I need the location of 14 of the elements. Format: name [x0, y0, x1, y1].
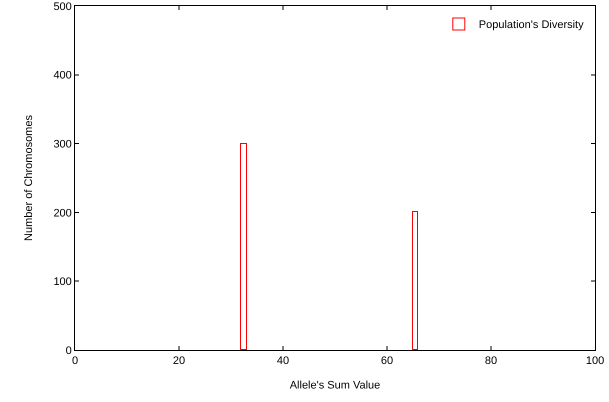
y-tick-label: 500	[53, 0, 72, 13]
y-axis-title: Number of Chromosomes	[23, 114, 36, 241]
x-tick-label: 100	[586, 355, 604, 368]
x-tick-label: 60	[380, 355, 394, 368]
x-axis-title: Allele's Sum Value	[290, 379, 380, 392]
legend-label: Population's Diversity	[478, 19, 584, 32]
x-tick-label: 80	[484, 355, 498, 368]
y-tick-label: 400	[53, 70, 72, 82]
y-tick-label: 300	[53, 138, 72, 150]
x-tick-label: 20	[172, 355, 186, 368]
y-tick-label: 100	[53, 276, 72, 288]
y-tick-label: 200	[53, 207, 72, 220]
x-tick-label: 40	[276, 355, 290, 368]
y-tick-label: 0	[66, 344, 72, 357]
